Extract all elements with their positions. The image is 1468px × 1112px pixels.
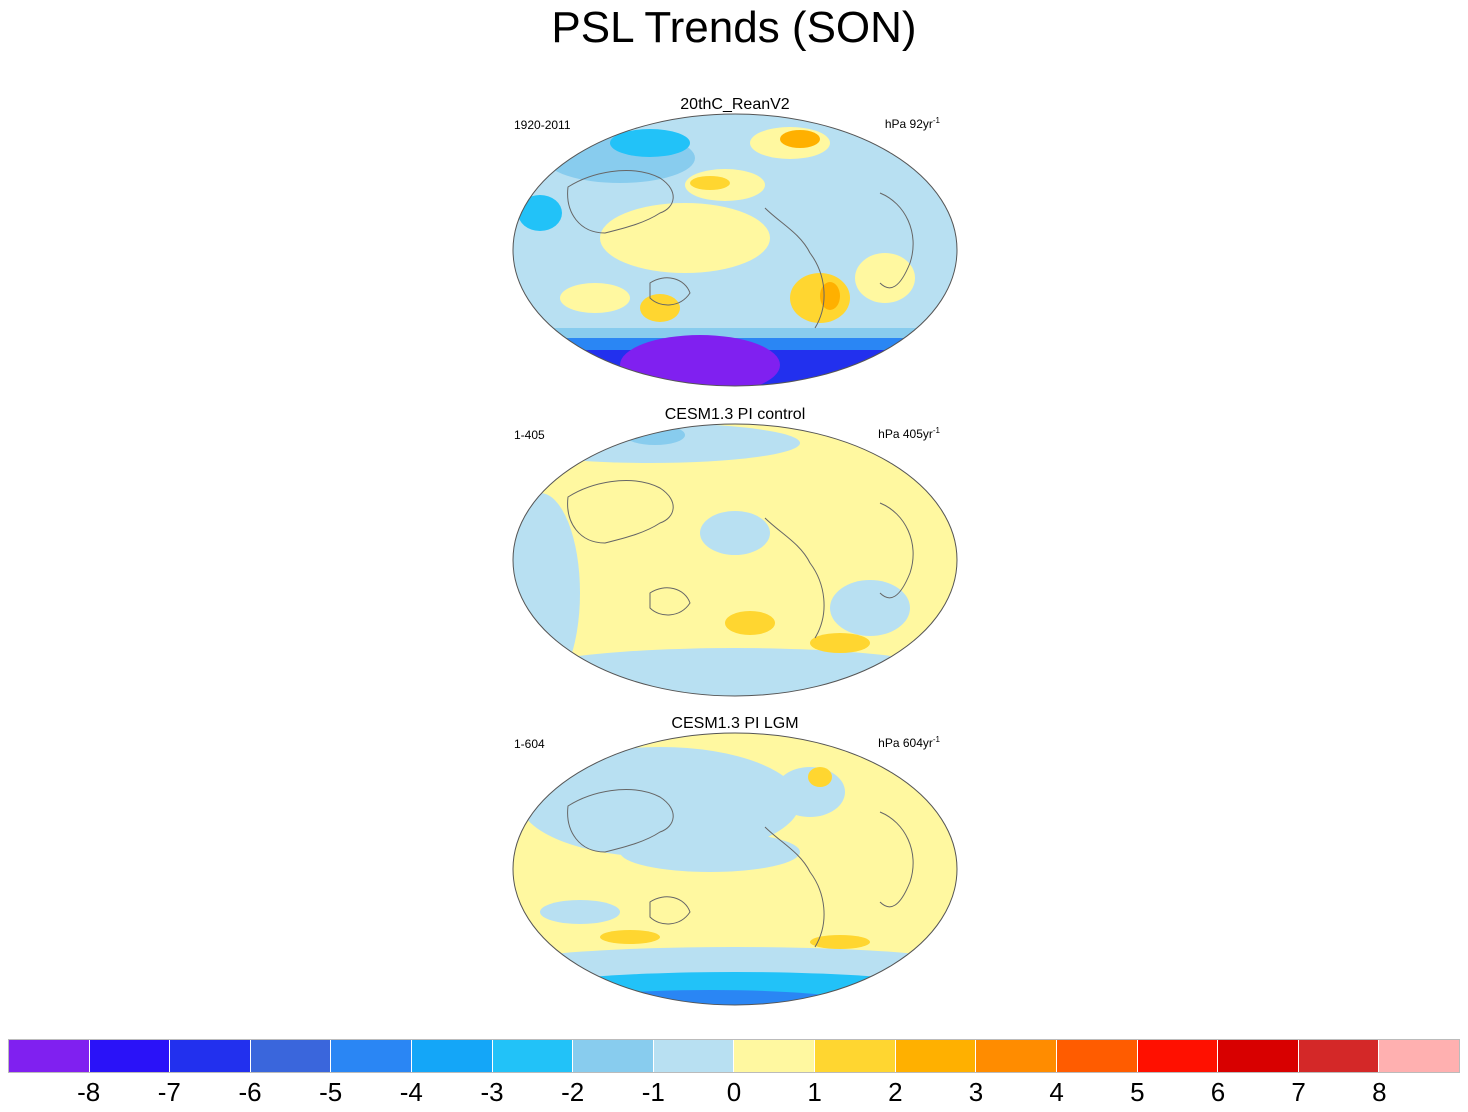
colorbar-box <box>1298 1040 1380 1072</box>
colorbar-box <box>573 1040 654 1072</box>
colorbar-box <box>170 1040 251 1072</box>
colorbar-box <box>1056 1040 1138 1072</box>
period-label: 1920-2011 <box>514 118 571 132</box>
colorbar-tick-label: 0 <box>726 1077 742 1107</box>
colorbar-box <box>1379 1040 1459 1072</box>
period-label: 1-604 <box>514 737 545 751</box>
colorbar-tick-label: 2 <box>888 1077 903 1107</box>
colorbar-box <box>250 1040 332 1072</box>
panel-title: CESM1.3 PI LGM <box>671 715 799 732</box>
panel-title: CESM1.3 PI control <box>664 406 806 423</box>
colorbar-tick-label: -6 <box>238 1077 262 1107</box>
units-label: hPa 405yr-1 <box>878 426 940 441</box>
colorbar-box <box>976 1040 1057 1072</box>
world-map-icon <box>512 732 958 1006</box>
colorbar-tick-label: -8 <box>77 1077 101 1107</box>
colorbar-box <box>895 1040 977 1072</box>
colorbar-tick-label: 5 <box>1130 1077 1145 1107</box>
figure-title: PSL Trends (SON) <box>551 3 917 52</box>
colorbar-box <box>331 1040 413 1072</box>
colorbar <box>8 1039 1460 1073</box>
colorbar-tick-label: -3 <box>480 1077 504 1107</box>
colorbar-tick-label: 6 <box>1210 1077 1226 1107</box>
units-label: hPa 92yr-1 <box>884 116 940 131</box>
colorbar-tick-label: 1 <box>807 1077 822 1107</box>
period-label: 1-405 <box>514 428 545 442</box>
colorbar-tick-label: -1 <box>641 1077 665 1107</box>
units-label: hPa 604yr-1 <box>878 735 940 750</box>
world-map-icon <box>512 113 958 387</box>
colorbar-box <box>9 1040 90 1072</box>
map-panel-reanv2: 20thC_ReanV2 1920-2011 hPa 92yr-1 <box>500 95 970 395</box>
colorbar-box <box>89 1040 171 1072</box>
map-panel-pi-lgm: CESM1.3 PI LGM 1-604 hPa 604yr-1 <box>500 714 970 1014</box>
world-map-icon <box>512 423 958 697</box>
colorbar-tick-label: -7 <box>157 1077 181 1107</box>
colorbar-box <box>815 1040 896 1072</box>
colorbar-tick-label: 3 <box>968 1077 984 1107</box>
colorbar-box <box>1137 1040 1219 1072</box>
colorbar-box <box>1218 1040 1299 1072</box>
colorbar-tick-label: 4 <box>1049 1077 1064 1107</box>
colorbar-tick-label: 8 <box>1372 1077 1387 1107</box>
colorbar-tick-label: 7 <box>1291 1077 1306 1107</box>
colorbar-tick-label: -4 <box>399 1077 423 1107</box>
map-panel-pi-control: CESM1.3 PI control 1-405 hPa 405yr-1 <box>500 405 970 705</box>
colorbar-box <box>734 1040 816 1072</box>
panel-title: 20thC_ReanV2 <box>680 96 790 113</box>
colorbar-tick-label: -2 <box>561 1077 585 1107</box>
colorbar-box <box>653 1040 735 1072</box>
colorbar-box <box>412 1040 493 1072</box>
colorbar-box <box>492 1040 574 1072</box>
colorbar-tick-label: -5 <box>319 1077 343 1107</box>
